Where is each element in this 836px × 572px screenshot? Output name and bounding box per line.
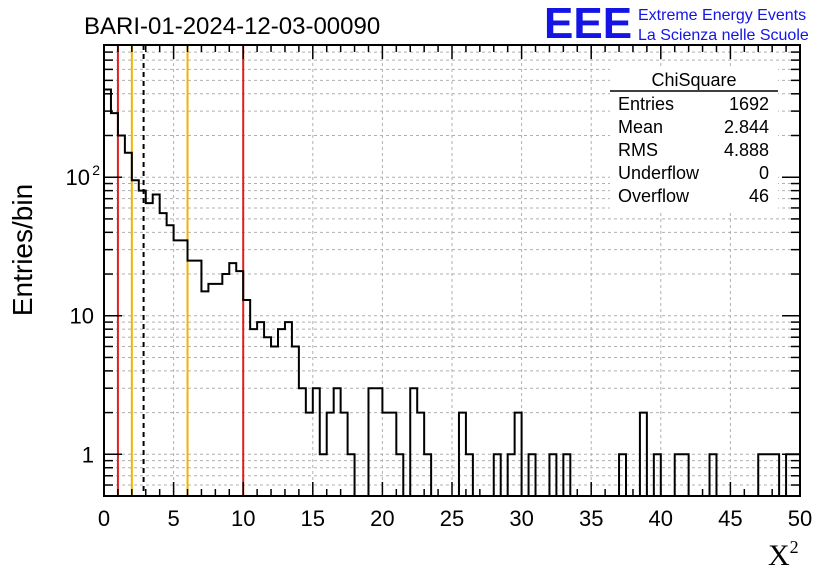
x-tick-label: 25 bbox=[440, 506, 464, 531]
y-axis-label: Entries/bin bbox=[7, 184, 38, 316]
stats-label-underflow: Underflow bbox=[618, 163, 700, 183]
stats-box: ChiSquare Entries 1692 Mean 2.844 RMS 4.… bbox=[610, 68, 778, 210]
stats-value-underflow: 0 bbox=[759, 163, 769, 183]
x-tick-label: 20 bbox=[370, 506, 394, 531]
stats-label-overflow: Overflow bbox=[618, 186, 690, 206]
y-tick-label: 1 bbox=[82, 442, 94, 467]
y-tick-label: 10 bbox=[66, 165, 90, 190]
stats-title: ChiSquare bbox=[651, 70, 736, 90]
x-tick-label: 15 bbox=[301, 506, 325, 531]
stats-label-mean: Mean bbox=[618, 117, 663, 137]
logo-line-1: Extreme Energy Events bbox=[638, 7, 806, 24]
reference-lines bbox=[116, 45, 245, 496]
x-axis-label-sup: 2 bbox=[790, 537, 799, 557]
x-tick-label: 10 bbox=[231, 506, 255, 531]
y-tick-label-exponent: 2 bbox=[92, 162, 100, 178]
stats-label-entries: Entries bbox=[618, 94, 674, 114]
stats-value-overflow: 46 bbox=[749, 186, 769, 206]
x-tick-labels: 0 5 10 15 20 25 30 35 40 45 50 bbox=[98, 506, 812, 531]
stats-value-entries: 1692 bbox=[729, 94, 769, 114]
stats-label-rms: RMS bbox=[618, 140, 658, 160]
run-title: BARI-01-2024-12-03-00090 bbox=[84, 13, 380, 40]
stats-value-mean: 2.844 bbox=[724, 117, 769, 137]
x-tick-label: 0 bbox=[98, 506, 110, 531]
x-tick-label: 5 bbox=[167, 506, 179, 531]
x-tick-label: 35 bbox=[579, 506, 603, 531]
eee-logo: EEE bbox=[544, 0, 632, 48]
x-tick-label: 40 bbox=[649, 506, 673, 531]
stats-value-rms: 4.888 bbox=[724, 140, 769, 160]
x-axis-label-base: X bbox=[768, 539, 790, 572]
x-tick-label: 45 bbox=[718, 506, 742, 531]
axis-ticks bbox=[103, 44, 801, 497]
y-tick-label: 10 bbox=[70, 304, 94, 329]
histogram-outline bbox=[104, 88, 800, 496]
x-tick-label: 50 bbox=[788, 506, 812, 531]
grid-lines bbox=[104, 44, 800, 497]
x-tick-label: 30 bbox=[509, 506, 533, 531]
logo-line-2: La Scienza nelle Scuole bbox=[638, 27, 809, 44]
x-axis-label: X2 bbox=[768, 537, 799, 572]
